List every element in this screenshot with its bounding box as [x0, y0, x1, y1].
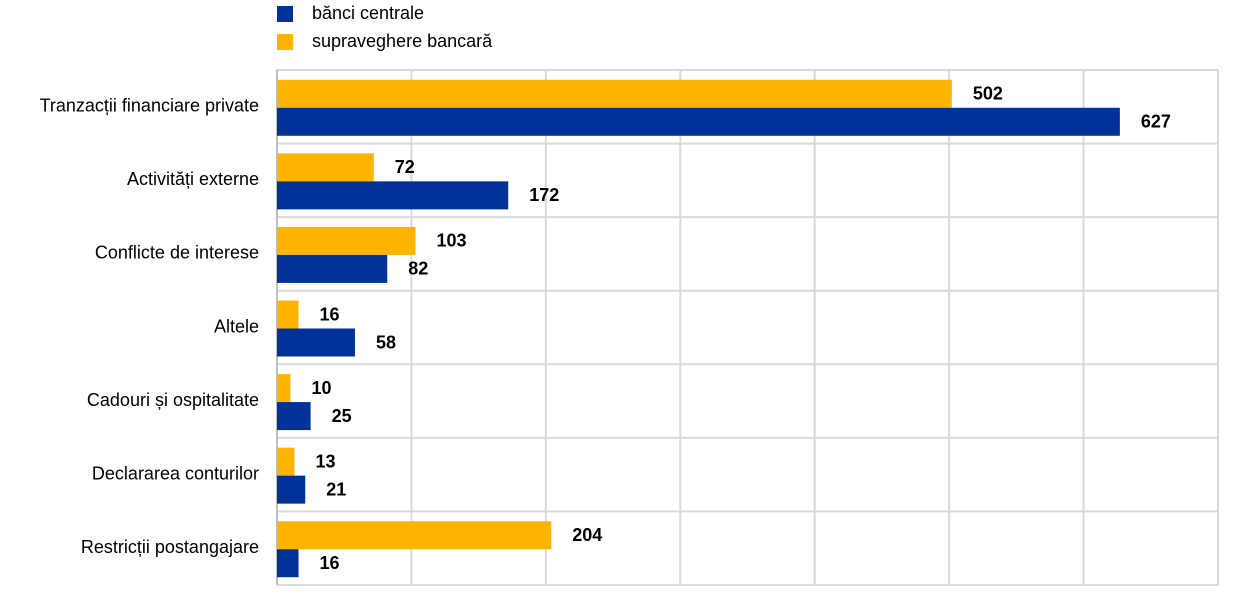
value-label: 72: [395, 157, 415, 177]
bar: [277, 328, 355, 357]
bar: [277, 549, 299, 578]
bar: [277, 254, 388, 283]
value-label: 16: [320, 304, 340, 324]
legend-label: bănci centrale: [312, 3, 424, 23]
bar: [277, 374, 291, 403]
bar: [277, 153, 374, 182]
legend-swatch: [277, 6, 293, 22]
y-tick-label: Conflicte de interese: [95, 243, 259, 263]
bar: [277, 447, 295, 476]
bar: [277, 475, 306, 504]
value-label: 21: [326, 479, 346, 499]
value-label: 502: [973, 84, 1003, 104]
legend-swatch: [277, 34, 293, 50]
value-label: 82: [408, 259, 428, 279]
bar: [277, 300, 299, 329]
value-label: 16: [320, 553, 340, 573]
bar: [277, 79, 952, 108]
value-label: 172: [529, 185, 559, 205]
value-label: 103: [436, 231, 466, 251]
value-label: 58: [376, 332, 396, 352]
y-tick-label: Declararea conturilor: [92, 463, 259, 483]
bar: [277, 402, 311, 431]
bar: [277, 107, 1120, 136]
bar: [277, 181, 509, 210]
y-tick-label: Activități externe: [127, 169, 259, 189]
value-label: 10: [311, 378, 331, 398]
value-label: 204: [572, 525, 602, 545]
value-label: 13: [315, 451, 335, 471]
y-tick-label: Altele: [214, 316, 259, 336]
value-label: 25: [332, 406, 352, 426]
value-label: 627: [1141, 112, 1171, 132]
y-tick-label: Tranzacții financiare private: [40, 96, 259, 116]
legend-label: supraveghere bancară: [312, 31, 493, 51]
bar: [277, 226, 416, 255]
bar: [277, 521, 552, 550]
y-tick-label: Restricții postangajare: [81, 537, 259, 557]
y-tick-label: Cadouri și ospitalitate: [87, 390, 259, 410]
